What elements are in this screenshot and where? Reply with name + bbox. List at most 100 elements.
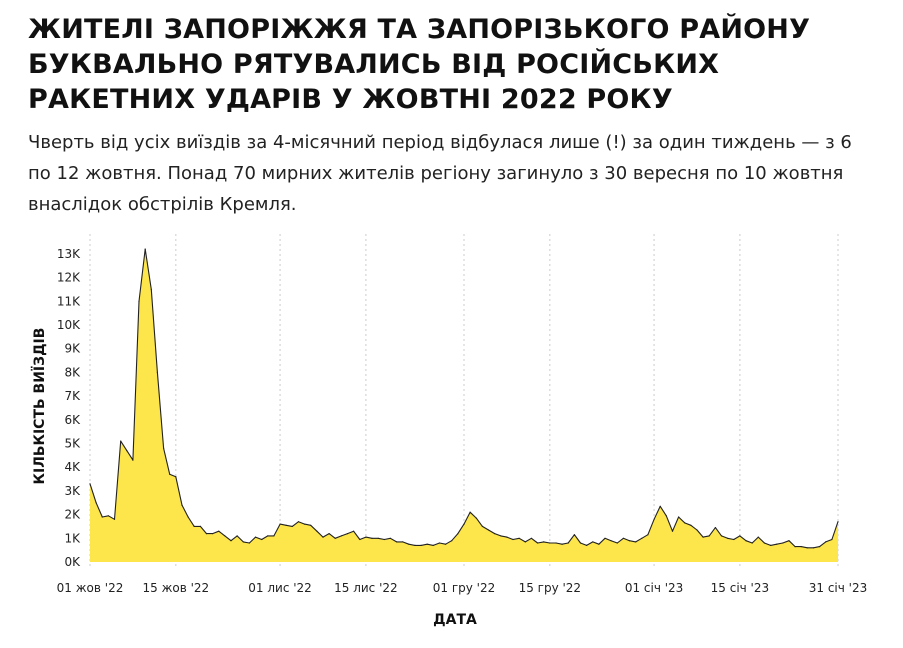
x-tick-label: 01 лис '22 (248, 581, 312, 595)
data-point (702, 536, 704, 538)
data-point (248, 542, 250, 544)
data-point (242, 541, 244, 543)
data-point (156, 371, 158, 373)
x-axis-title: ДАТА (433, 612, 477, 628)
data-point (770, 544, 772, 547)
data-point (132, 459, 134, 461)
data-point (475, 517, 477, 519)
data-point (604, 537, 606, 539)
data-point (665, 515, 667, 517)
data-point (402, 541, 404, 543)
data-point (641, 537, 643, 539)
y-tick-label: 10K (57, 318, 81, 332)
data-point (365, 536, 367, 538)
data-point (592, 541, 594, 543)
y-tick-label: 11K (57, 294, 81, 308)
data-point (126, 450, 128, 452)
data-point (573, 534, 576, 536)
data-point (218, 530, 220, 532)
data-point (727, 537, 729, 539)
data-point (598, 543, 600, 545)
data-point (334, 537, 336, 539)
y-tick-label: 0K (64, 555, 81, 569)
data-point (671, 530, 674, 532)
data-point (457, 533, 459, 535)
data-point (181, 504, 183, 506)
area-series (89, 248, 839, 562)
data-point (420, 544, 422, 547)
data-point (690, 524, 692, 526)
data-point (230, 540, 232, 542)
data-point (267, 535, 269, 537)
data-point (224, 535, 226, 537)
y-tick-label: 7K (64, 389, 81, 403)
data-point (812, 547, 815, 549)
data-point (396, 541, 398, 543)
data-point (261, 538, 263, 541)
data-point (555, 542, 557, 544)
x-tick-label: 31 січ '23 (809, 581, 868, 595)
data-point (150, 288, 152, 290)
data-point (782, 542, 784, 544)
data-point (579, 542, 582, 544)
x-tick-label: 15 гру '22 (519, 581, 582, 595)
data-point (383, 538, 385, 541)
x-tick-label: 15 жов '22 (142, 581, 209, 595)
data-point (107, 515, 109, 517)
data-point (776, 543, 778, 545)
data-point (831, 538, 833, 541)
chart-title: ЖИТЕЛІ ЗАПОРІЖЖЯ ТА ЗАПОРІЗЬКОГО РАЙОНУ … (28, 14, 811, 115)
y-tick-label: 13K (57, 247, 81, 261)
data-point (622, 537, 625, 539)
grid-lines (89, 234, 839, 566)
data-point (199, 525, 201, 528)
data-point (610, 540, 612, 542)
data-point (445, 543, 447, 545)
data-point (205, 533, 208, 535)
chart-subtitle: Чверть від усіх виїздів за 4-місячний пе… (28, 132, 852, 215)
data-point (212, 533, 214, 535)
data-point (512, 538, 514, 541)
data-point (647, 534, 649, 536)
data-point (408, 543, 410, 545)
x-tick-label: 01 жов '22 (57, 581, 124, 595)
data-point (751, 542, 753, 544)
data-point (733, 538, 735, 541)
data-point (506, 536, 508, 538)
data-point (340, 535, 342, 537)
data-point (144, 248, 146, 250)
data-point (304, 523, 306, 525)
data-point (113, 518, 116, 520)
data-point (561, 543, 563, 545)
y-tick-label: 8K (64, 365, 81, 379)
y-tick-label: 6K (64, 413, 81, 427)
data-point (819, 546, 821, 548)
x-tick-label: 01 гру '22 (433, 581, 496, 595)
data-point (273, 535, 275, 537)
data-point (297, 521, 300, 523)
data-point (359, 538, 361, 541)
y-tick-label: 5K (64, 436, 81, 450)
y-axis-ticks: 0K 1K 2K 3K 4K 5K 6K 7K 8K 9K 10K 11K 12K 13K (57, 247, 81, 569)
data-point (567, 542, 569, 544)
data-point (788, 540, 790, 542)
data-point (377, 537, 379, 539)
data-point (806, 547, 808, 549)
data-point (89, 483, 91, 485)
data-point (353, 530, 355, 532)
data-point (95, 502, 97, 504)
data-point (518, 537, 520, 539)
data-point (586, 544, 588, 547)
data-point (138, 300, 140, 302)
data-point (169, 473, 171, 475)
x-tick-label: 15 лис '22 (334, 581, 398, 595)
data-point (481, 525, 483, 528)
area-fill (90, 249, 838, 562)
data-point (635, 541, 637, 543)
data-point (193, 525, 195, 528)
data-point (101, 516, 103, 518)
data-point (328, 533, 330, 535)
data-point (163, 447, 165, 449)
data-point (285, 524, 287, 526)
